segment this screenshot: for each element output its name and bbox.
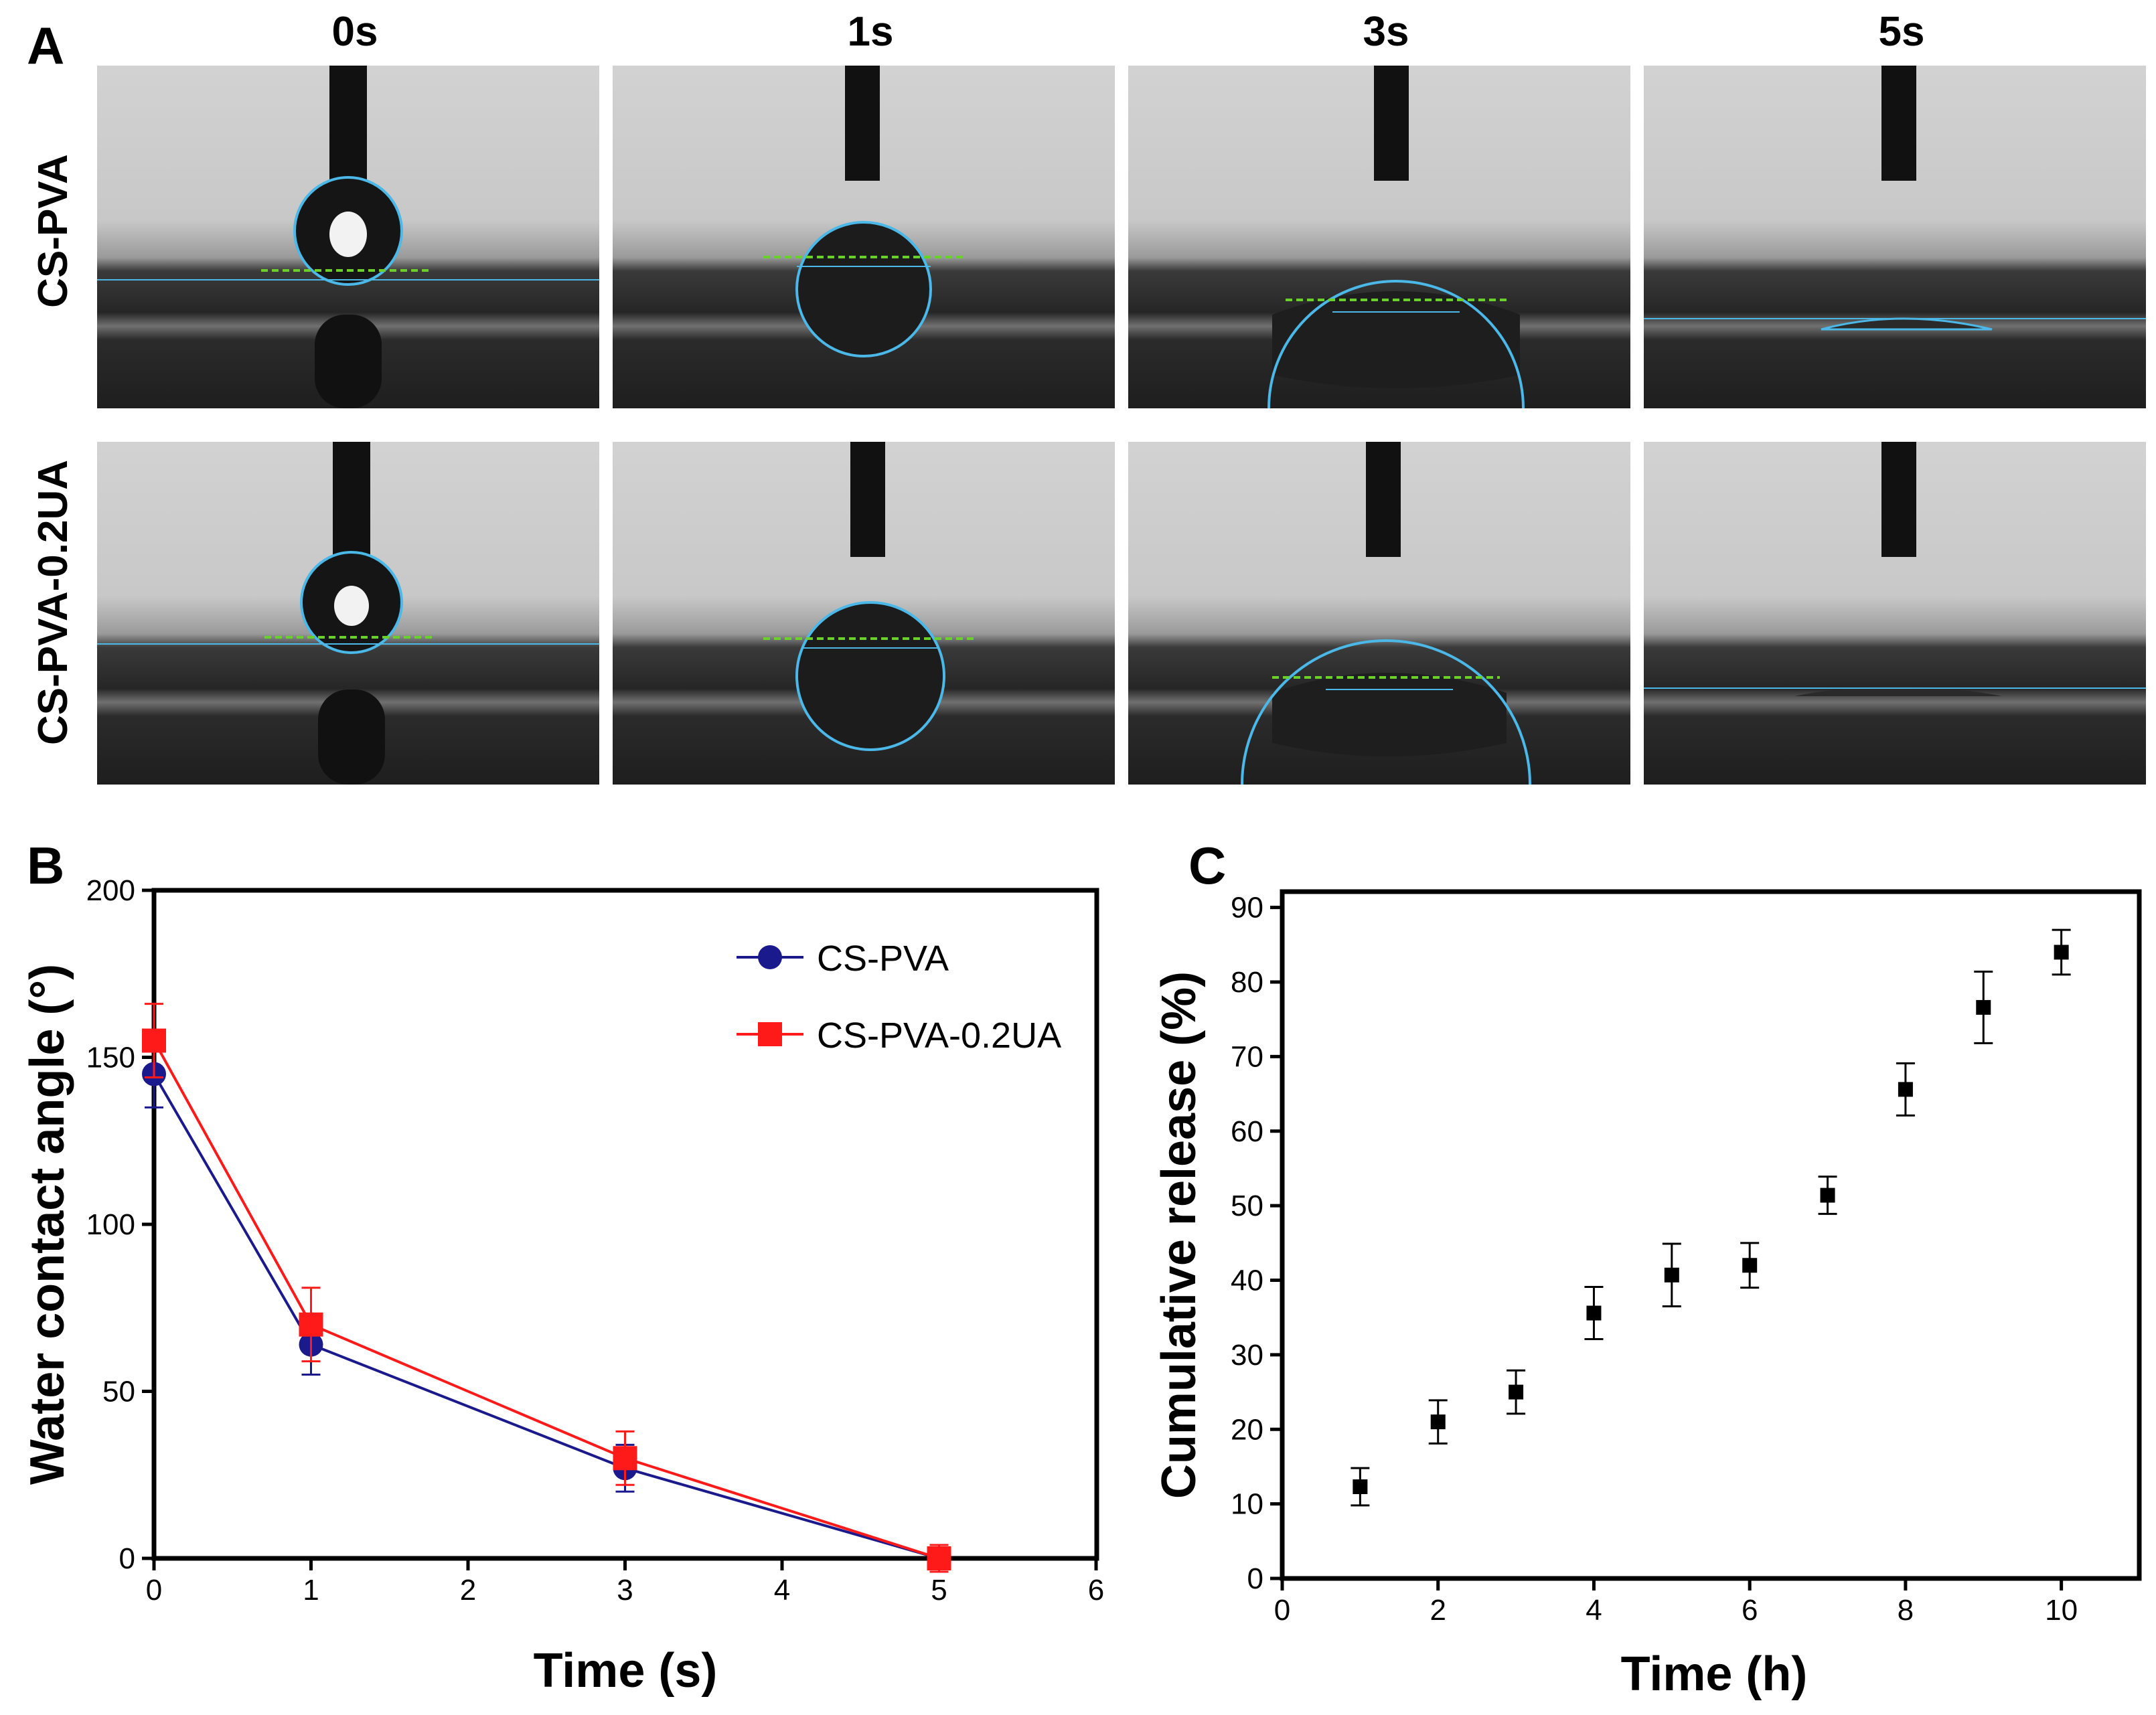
photo-cs-pva-1s bbox=[613, 66, 1115, 408]
panel-c-letter: C bbox=[1188, 836, 1226, 895]
chart-c-series-0-point bbox=[1742, 1258, 1758, 1273]
chart-c-series-0-point bbox=[1664, 1267, 1679, 1283]
panel-c: C 0 2 4 6 8 10 0 10 20 30 40 50 60 70 80 90 Time (h) Cu… bbox=[1152, 836, 2142, 1701]
chart-b-xtick-label: 6 bbox=[1088, 1574, 1104, 1607]
photo-cs-pva-0s bbox=[97, 66, 599, 408]
chart-b-ytick-label: 100 bbox=[86, 1208, 135, 1241]
chart-c-series bbox=[1351, 928, 2071, 1507]
chart-b-series-1-point bbox=[927, 1546, 951, 1570]
chart-b-xtick-label: 2 bbox=[460, 1574, 476, 1607]
legend-marker-cs-pva-0-2ua bbox=[758, 1022, 782, 1046]
chart-b-xtick-label: 4 bbox=[774, 1574, 790, 1607]
column-label-0s: 0s bbox=[332, 9, 378, 55]
chart-b-ticks: 0 1 2 3 4 5 6 0 50 100 150 200 bbox=[86, 874, 1105, 1607]
photo-cs-pva-0-2ua-3s bbox=[1128, 442, 1630, 785]
chart-c-xtick-label: 10 bbox=[2045, 1594, 2078, 1627]
chart-b-series-0-line bbox=[153, 1073, 940, 1560]
chart-b-ytick-label: 0 bbox=[119, 1542, 135, 1575]
chart-c-ytick-label: 30 bbox=[1231, 1339, 1263, 1372]
chart-b-xtick-label: 0 bbox=[146, 1574, 162, 1607]
chart-c-xtick-label: 4 bbox=[1586, 1594, 1602, 1627]
chart-c-xtick-label: 8 bbox=[1898, 1594, 1914, 1627]
row-label-cs-pva-0-2ua: CS-PVA-0.2UA bbox=[30, 460, 76, 745]
chart-b-ytick-label: 50 bbox=[102, 1376, 135, 1408]
legend-label-cs-pva-0-2ua: CS-PVA-0.2UA bbox=[817, 1015, 1061, 1056]
photo-cs-pva-3s bbox=[1128, 66, 1630, 409]
column-label-5s: 5s bbox=[1879, 9, 1925, 55]
legend-marker-cs-pva bbox=[758, 945, 782, 969]
panel-b: B 0 1 2 3 4 5 6 0 50 100 150 200 Time (s) Water con… bbox=[21, 836, 1104, 1698]
chart-c-ytick-label: 70 bbox=[1231, 1040, 1263, 1073]
panel-a-letter: A bbox=[27, 16, 64, 75]
chart-c-ticks: 0 2 4 6 8 10 0 10 20 30 40 50 60 70 80 90 bbox=[1231, 892, 2078, 1627]
panel-b-letter: B bbox=[27, 836, 64, 895]
chart-b-xtick-label: 3 bbox=[617, 1574, 633, 1607]
chart-b-xtick-label: 1 bbox=[303, 1574, 319, 1607]
chart-c-series-0-point bbox=[1430, 1414, 1446, 1430]
chart-b-series-1-point bbox=[299, 1312, 323, 1337]
photo-cs-pva-0-2ua-5s bbox=[1644, 442, 2146, 785]
chart-c-ytick-label: 90 bbox=[1231, 892, 1263, 924]
column-label-1s: 1s bbox=[848, 9, 894, 55]
chart-b-ytick-label: 150 bbox=[86, 1042, 135, 1074]
legend-label-cs-pva: CS-PVA bbox=[817, 938, 949, 979]
chart-c-ytick-label: 40 bbox=[1231, 1264, 1263, 1297]
chart-c-series-0-point bbox=[1976, 999, 1991, 1015]
photo-cs-pva-0-2ua-1s bbox=[613, 442, 1115, 785]
chart-b-series-1-point bbox=[613, 1446, 637, 1471]
chart-b-xtick-label: 5 bbox=[931, 1574, 947, 1607]
column-label-3s: 3s bbox=[1363, 9, 1409, 55]
chart-c-series-0-point bbox=[1586, 1305, 1602, 1321]
chart-b-series bbox=[142, 1003, 951, 1573]
chart-c-ytick-label: 60 bbox=[1231, 1115, 1263, 1148]
chart-c-ytick-label: 80 bbox=[1231, 966, 1263, 999]
chart-c-frame bbox=[1280, 889, 2142, 1581]
photo-cs-pva-5s bbox=[1644, 66, 2146, 408]
chart-c-series-0-point bbox=[2054, 945, 2069, 960]
chart-c-series-0-point bbox=[1509, 1384, 1524, 1400]
chart-c-xlabel: Time (h) bbox=[1621, 1647, 1808, 1701]
chart-c-xtick-label: 6 bbox=[1742, 1594, 1758, 1627]
panel-a: A 0s 1s 3s 5s CS-PVA CS-PVA-0.2UA bbox=[27, 9, 2146, 785]
chart-c-ytick-label: 50 bbox=[1231, 1190, 1263, 1222]
photo-cs-pva-0-2ua-0s bbox=[97, 442, 599, 785]
chart-c-ytick-label: 20 bbox=[1231, 1413, 1263, 1446]
chart-c-ylabel: Cumulative release (%) bbox=[1152, 971, 1206, 1499]
chart-b-xlabel: Time (s) bbox=[534, 1644, 718, 1698]
chart-b-series-1-point bbox=[142, 1028, 166, 1053]
chart-c-series-0-point bbox=[1898, 1082, 1913, 1097]
chart-c-ytick-label: 0 bbox=[1247, 1562, 1263, 1595]
row-label-cs-pva: CS-PVA bbox=[30, 154, 76, 308]
chart-b-legend: CS-PVA CS-PVA-0.2UA bbox=[737, 938, 1061, 1056]
chart-c-xtick-label: 2 bbox=[1430, 1594, 1446, 1627]
chart-b-series-1-line bbox=[153, 1040, 940, 1560]
chart-b-ytick-label: 200 bbox=[86, 874, 135, 907]
chart-c-series-0-point bbox=[1353, 1479, 1368, 1495]
chart-b-ylabel: Water contact angle (°) bbox=[21, 964, 74, 1485]
chart-c-series-0-point bbox=[1820, 1188, 1835, 1203]
chart-c-xtick-label: 0 bbox=[1274, 1594, 1290, 1627]
chart-c-ytick-label: 10 bbox=[1231, 1488, 1263, 1521]
